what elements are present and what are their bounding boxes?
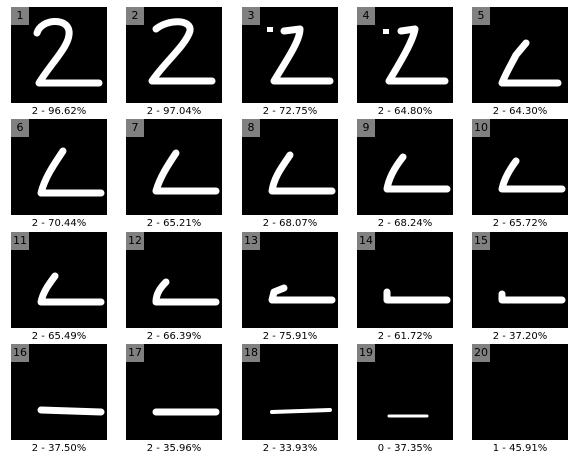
prediction-caption: 2 - 35.96%	[146, 443, 202, 454]
panel-index-badge: 16	[11, 344, 29, 362]
digit-panel-16: 16 2 - 37.50%	[11, 344, 107, 454]
panel-index-badge: 19	[357, 344, 375, 362]
digit-panel-9: 9 2 - 68.24%	[357, 119, 453, 229]
digit-two-stroke	[152, 149, 220, 195]
digit-panel-4: 4 2 - 64.80%	[357, 7, 453, 117]
digit-two-stroke	[498, 290, 566, 304]
digit-image	[242, 232, 338, 328]
prediction-caption: 2 - 72.75%	[262, 106, 318, 117]
prediction-caption: 0 - 37.35%	[377, 443, 433, 454]
prediction-caption: 2 - 70.44%	[31, 218, 87, 229]
panel-index-badge: 7	[126, 119, 144, 137]
prediction-caption: 2 - 68.07%	[262, 218, 318, 229]
prediction-caption: 2 - 65.49%	[31, 331, 87, 342]
digit-two-stroke	[270, 408, 332, 414]
prediction-caption: 2 - 33.93%	[262, 443, 318, 454]
digit-two-stroke	[498, 157, 566, 193]
digit-panel-10: 10 2 - 65.72%	[472, 119, 568, 229]
digit-two-stroke	[152, 278, 220, 306]
panel-index-badge: 11	[11, 232, 29, 250]
prediction-caption: 2 - 68.24%	[377, 218, 433, 229]
panel-index-badge: 12	[126, 232, 144, 250]
panel-index-badge: 4	[357, 7, 375, 25]
digit-panel-13: 13 2 - 75.91%	[242, 232, 338, 342]
digit-panel-3: 3 2 - 72.75%	[242, 7, 338, 117]
prediction-caption: 2 - 65.72%	[492, 218, 548, 229]
prediction-caption: 2 - 96.62%	[31, 106, 87, 117]
panel-index-badge: 13	[242, 232, 260, 250]
digit-two-stroke	[387, 414, 429, 418]
prediction-caption: 2 - 37.50%	[31, 443, 87, 454]
prediction-caption: 2 - 97.04%	[146, 106, 202, 117]
digit-panel-15: 15 2 - 37.20%	[472, 232, 568, 342]
panel-index-badge: 18	[242, 344, 260, 362]
digit-panel-17: 17 2 - 35.96%	[126, 344, 222, 454]
digit-two-stroke	[383, 153, 451, 193]
prediction-caption: 2 - 64.30%	[492, 106, 548, 117]
digit-two-stroke	[268, 284, 336, 304]
digit-two-stroke	[37, 272, 105, 306]
digit-two-stroke	[152, 408, 220, 416]
digit-panel-7: 7 2 - 65.21%	[126, 119, 222, 229]
panel-index-badge: 14	[357, 232, 375, 250]
panel-index-badge: 5	[472, 7, 490, 25]
digit-panel-12: 12 2 - 66.39%	[126, 232, 222, 342]
digit-two-stroke	[33, 18, 103, 87]
panel-index-badge: 9	[357, 119, 375, 137]
digit-two-stroke	[37, 406, 105, 416]
panel-index-badge: 6	[11, 119, 29, 137]
panel-index-badge: 3	[242, 7, 260, 25]
digit-panel-2: 2 2 - 97.04%	[126, 7, 222, 117]
panel-index-badge: 1	[11, 7, 29, 25]
digit-panel-20: 20 1 - 45.91%	[472, 344, 568, 454]
panel-index-badge: 17	[126, 344, 144, 362]
digit-two-stroke	[498, 39, 562, 87]
digit-panel-5: 5 2 - 64.30%	[472, 7, 568, 117]
digit-two-stroke	[267, 25, 334, 85]
prediction-caption: 2 - 66.39%	[146, 331, 202, 342]
panel-index-badge: 8	[242, 119, 260, 137]
panel-index-badge: 20	[472, 344, 490, 362]
digit-panel-1: 1 2 - 96.62%	[11, 7, 107, 117]
digit-panel-8: 8 2 - 68.07%	[242, 119, 338, 229]
digit-two-stroke	[37, 147, 105, 197]
panel-index-badge: 10	[472, 119, 490, 137]
prediction-caption: 2 - 65.21%	[146, 218, 202, 229]
panel-index-badge: 2	[126, 7, 144, 25]
prediction-caption: 2 - 64.80%	[377, 106, 433, 117]
panel-index-badge: 15	[472, 232, 490, 250]
prediction-caption: 2 - 75.91%	[262, 331, 318, 342]
digit-two-stroke	[148, 18, 216, 85]
prediction-caption: 1 - 45.91%	[492, 443, 548, 454]
digit-image	[242, 7, 338, 103]
digit-panel-14: 14 2 - 61.72%	[357, 232, 453, 342]
digit-panel-18: 18 2 - 33.93%	[242, 344, 338, 454]
prediction-caption: 2 - 37.20%	[492, 331, 548, 342]
digit-two-stroke	[268, 151, 336, 195]
digit-panel-6: 6 2 - 70.44%	[11, 119, 107, 229]
digit-panel-19: 19 0 - 37.35%	[357, 344, 453, 454]
prediction-caption: 2 - 61.72%	[377, 331, 433, 342]
digit-two-stroke	[383, 25, 449, 85]
digit-panel-11: 11 2 - 65.49%	[11, 232, 107, 342]
digit-two-stroke	[383, 288, 451, 304]
